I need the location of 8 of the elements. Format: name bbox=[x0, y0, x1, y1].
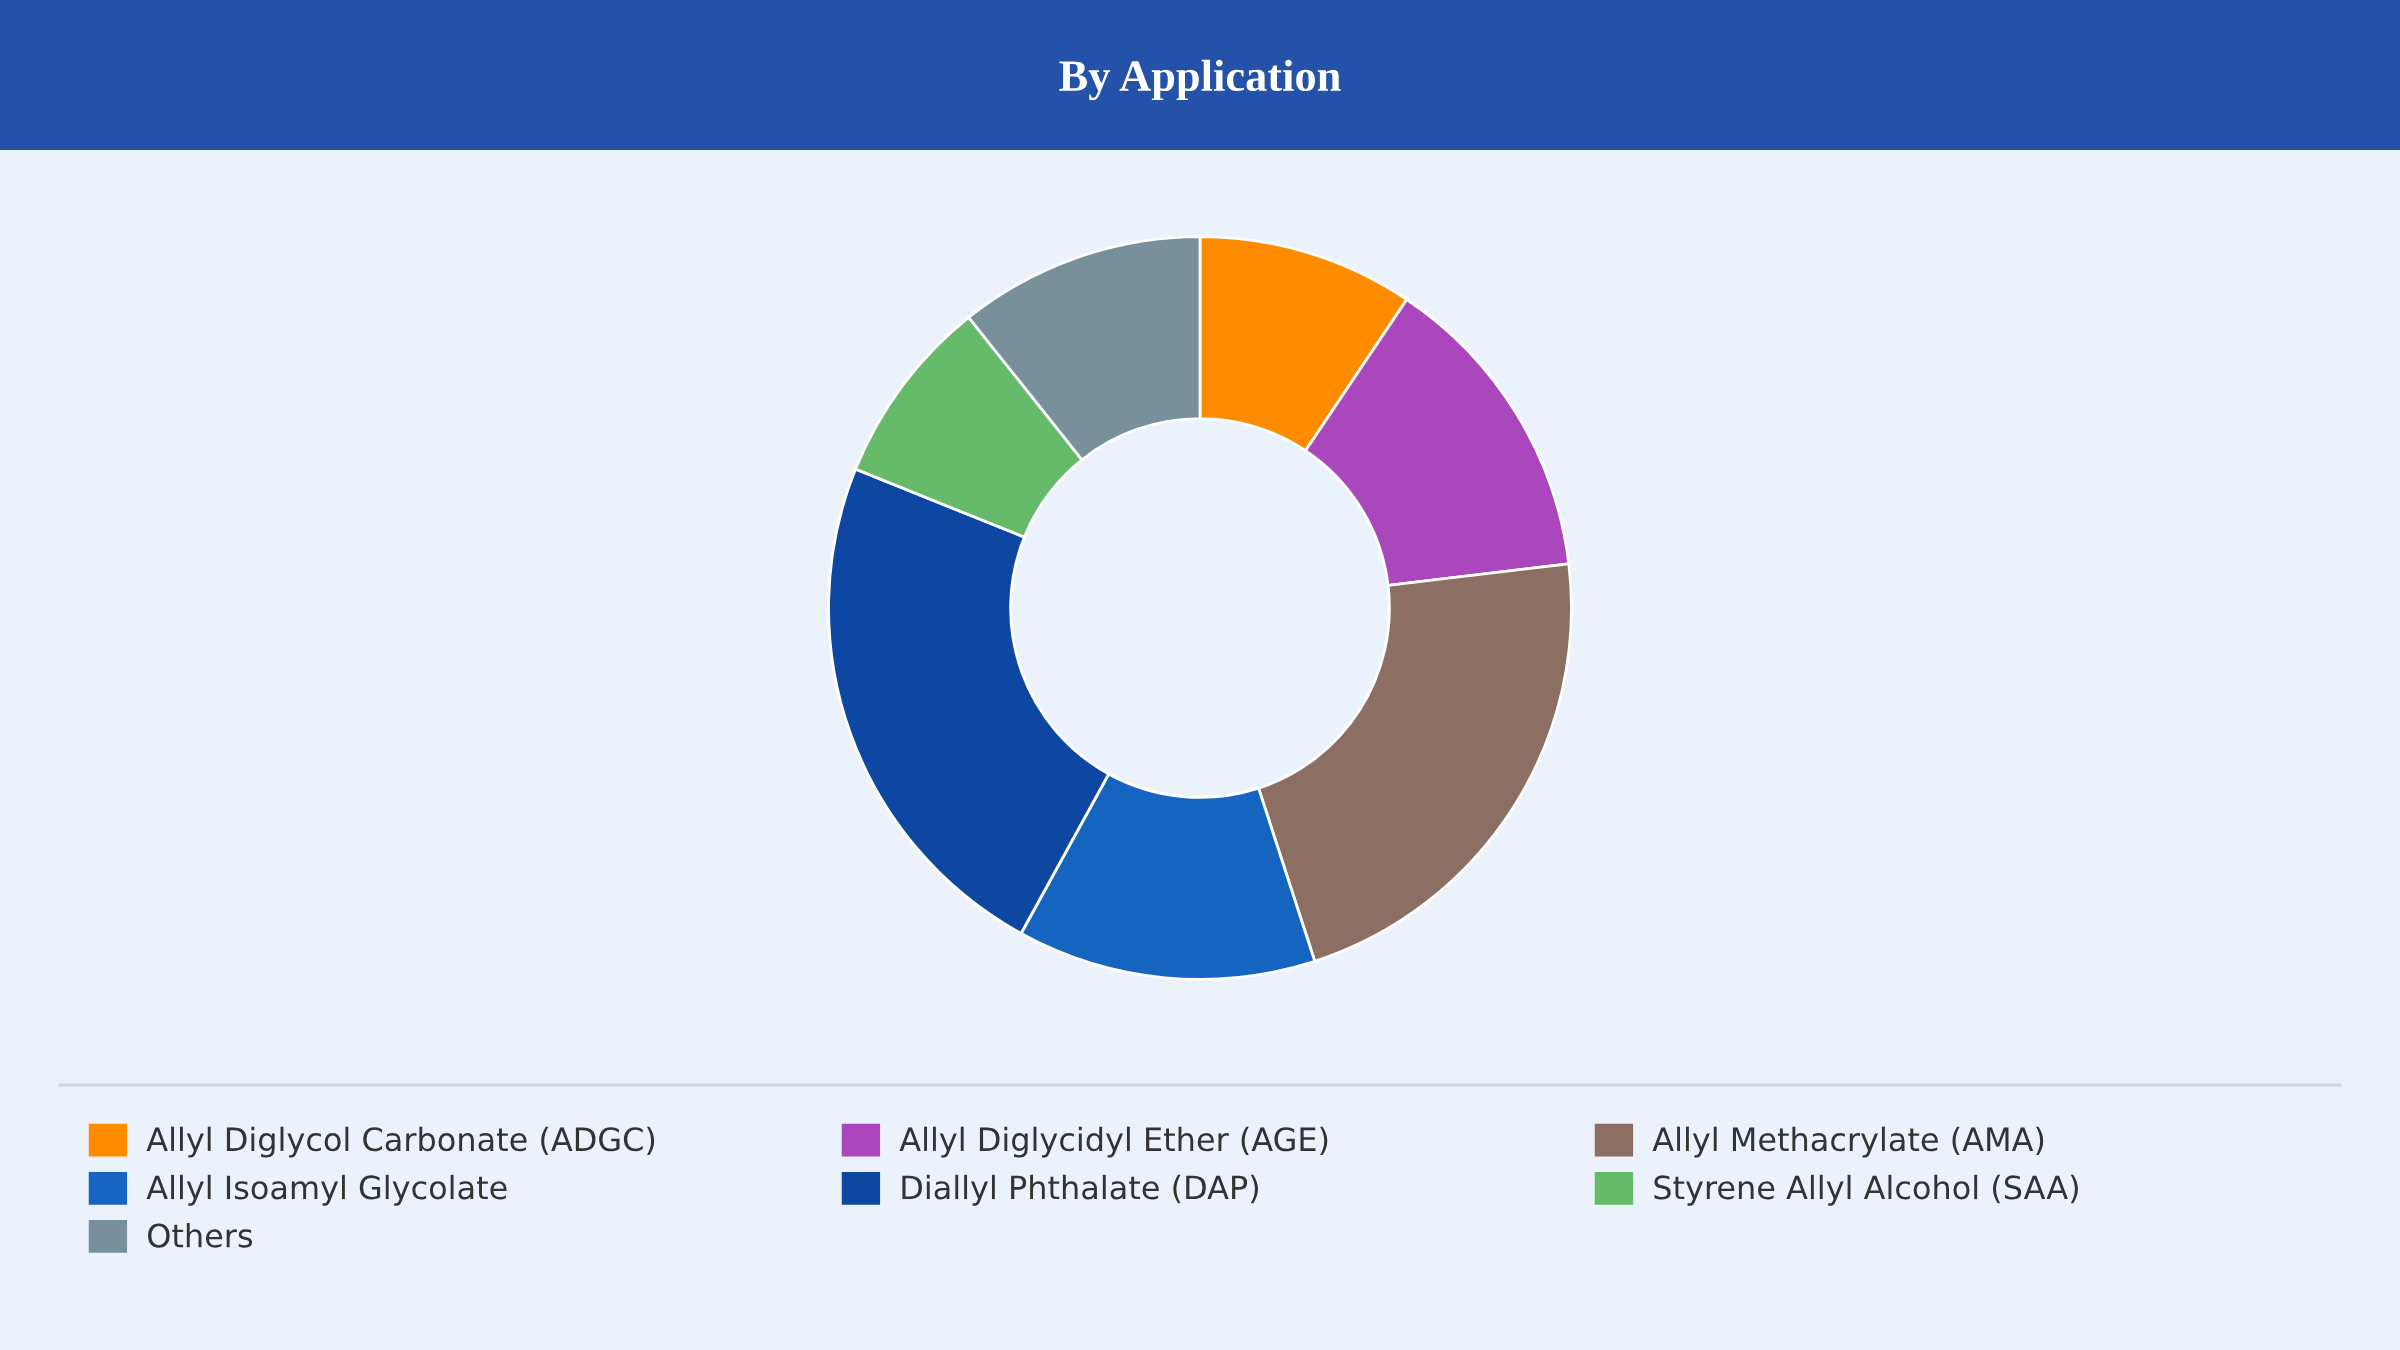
legend-label: Allyl Isoamyl Glycolate bbox=[146, 1174, 507, 1206]
legend-label: Diallyl Phthalate (DAP) bbox=[902, 1174, 1258, 1206]
legend-label: Others bbox=[148, 1222, 253, 1248]
chart-title: By Application bbox=[1059, 59, 1341, 101]
legend-label: Allyl Diglycol Carbonate (ADGC) bbox=[146, 1126, 655, 1158]
legend-label: Allyl Diglycidyl Ether (AGE) bbox=[899, 1126, 1328, 1158]
legend-label: Allyl Methacrylate (AMA) bbox=[1652, 1126, 2044, 1158]
legend-label: Styrene Allyl Alcohol (SAA) bbox=[1654, 1174, 2078, 1206]
